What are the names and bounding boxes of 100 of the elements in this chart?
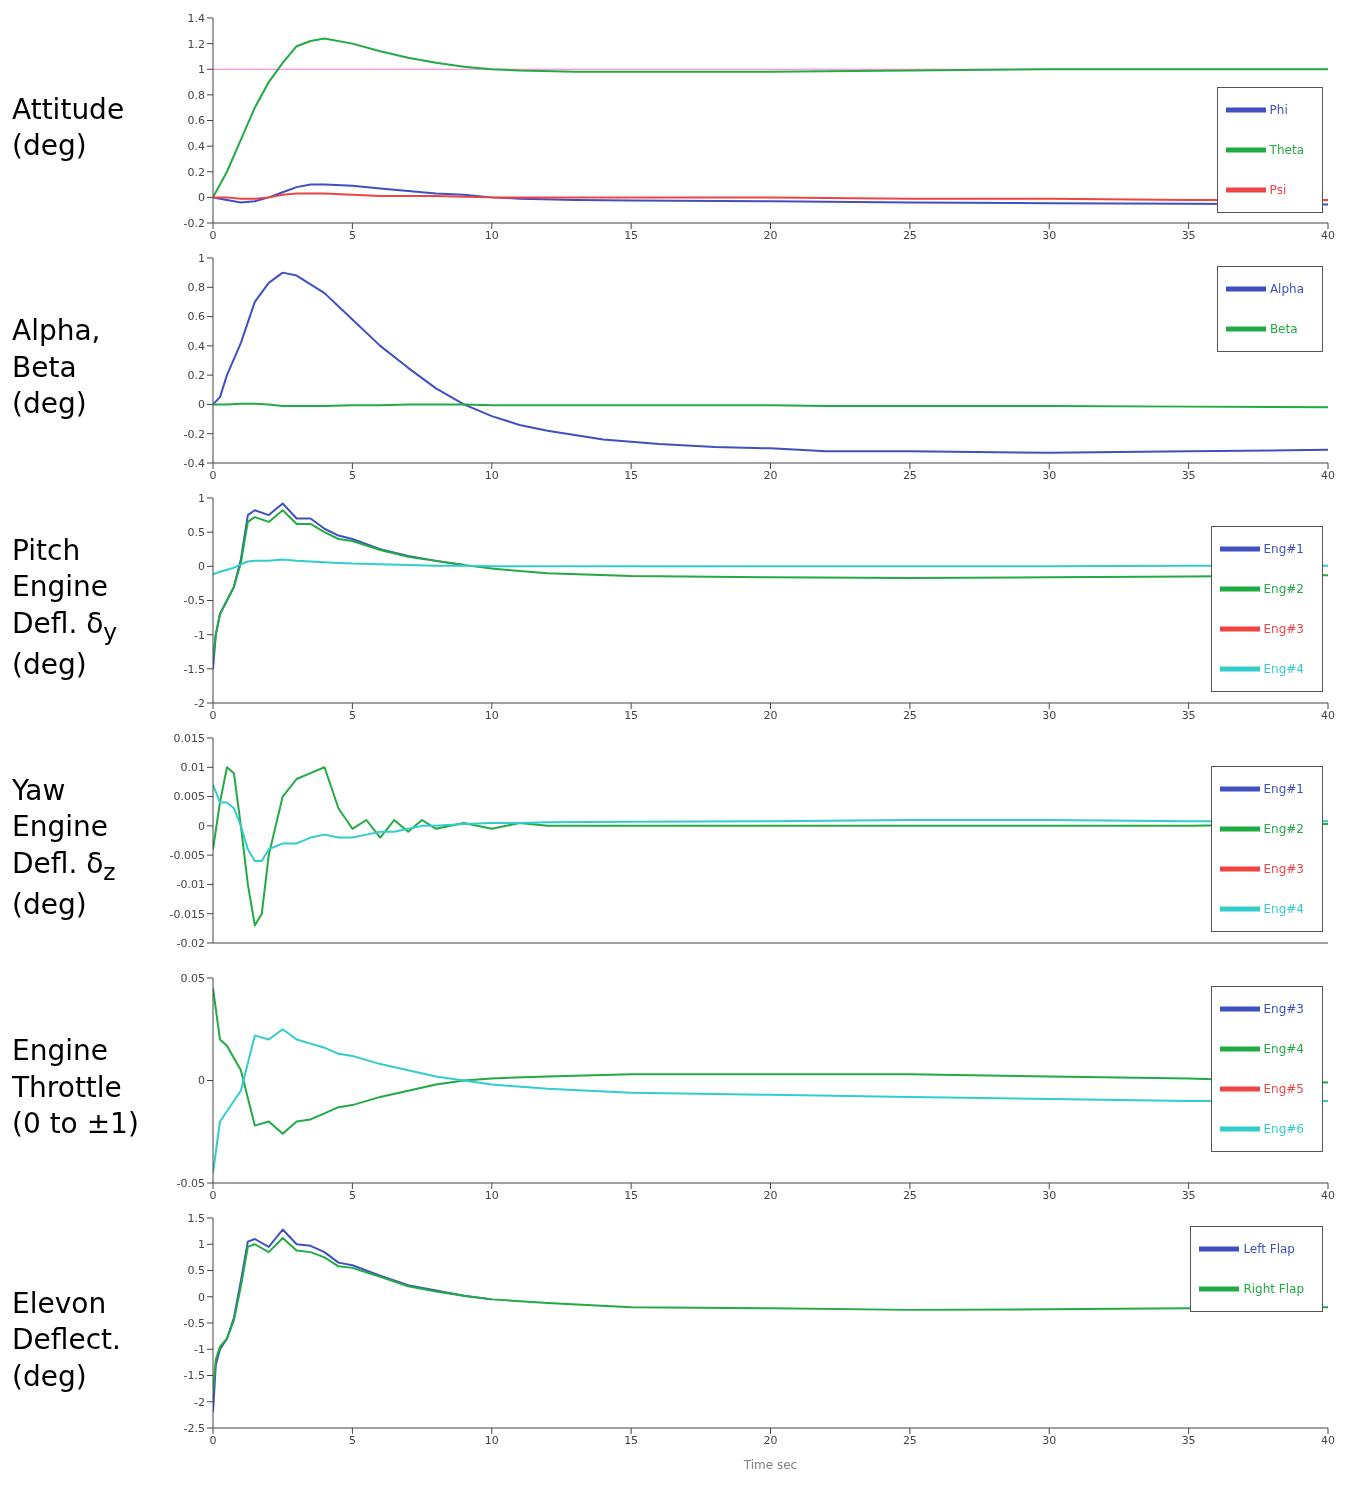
y-axis-title: Engine Throttle (0 to ±1): [11, 1033, 140, 1143]
x-tick-label: 40: [1321, 1433, 1335, 1447]
x-tick-label: 15: [624, 708, 639, 722]
x-tick-label: 30: [1042, 468, 1057, 482]
legend-label: Eng#1: [1263, 781, 1304, 796]
x-tick-label: 25: [902, 1188, 917, 1202]
y-axis-title: Attitude (deg): [11, 91, 126, 164]
x-tick-label: 40: [1321, 468, 1335, 482]
x-tick-label: 15: [624, 1433, 639, 1447]
y-tick-label: -2: [194, 1395, 205, 1409]
x-tick-label: 15: [624, 468, 639, 482]
legend-label: Eng#4: [1263, 1041, 1304, 1056]
legend-label: Theta: [1269, 142, 1304, 157]
y-tick-label: 1: [198, 63, 205, 77]
legend-label: Left Flap: [1243, 1241, 1295, 1256]
x-tick-label: 40: [1321, 1188, 1335, 1202]
x-tick-label: 35: [1181, 468, 1196, 482]
y-tick-label: -0.05: [176, 1176, 205, 1190]
x-tick-label: 20: [763, 1188, 778, 1202]
y-tick-label: 0: [198, 560, 205, 574]
legend-label: Phi: [1269, 102, 1288, 117]
x-tick-label: 0: [209, 468, 217, 482]
y-tick-label: 1: [198, 1238, 205, 1252]
y-axis-title: Alpha, Beta (deg): [11, 313, 102, 423]
y-tick-label: 0: [198, 819, 205, 833]
y-axis-title: Elevon Deflect. (deg): [11, 1285, 122, 1395]
x-tick-label: 15: [624, 228, 639, 242]
x-tick-label: 5: [348, 1188, 356, 1202]
line-series: [213, 183, 1328, 206]
x-tick-label: 35: [1181, 1433, 1196, 1447]
x-tick-label: 30: [1042, 708, 1057, 722]
y-tick-label: 0: [198, 398, 205, 412]
line-series: [213, 37, 1328, 199]
legend-label: Eng#4: [1263, 661, 1304, 676]
y-tick-label: 0.4: [187, 339, 205, 353]
x-tick-label: 0: [209, 228, 217, 242]
y-tick-label: -0.4: [183, 456, 205, 470]
y-tick-label: -2.5: [183, 1421, 205, 1435]
y-tick-label: 1.5: [187, 1211, 205, 1225]
x-tick-label: 10: [484, 708, 499, 722]
y-axis-title: Yaw Engine Defl. δ$_{z}$ (deg): [11, 772, 117, 923]
x-tick-label: 10: [484, 228, 499, 242]
legend-label: Right Flap: [1243, 1281, 1304, 1296]
y-tick-label: 1: [198, 491, 205, 505]
line-series: [213, 766, 1328, 927]
legend-label: Beta: [1269, 321, 1298, 336]
legend-label: Psi: [1269, 182, 1287, 197]
y-tick-label: 0.005: [173, 790, 205, 804]
x-tick-label: 30: [1042, 228, 1057, 242]
y-tick-label: 0.2: [187, 165, 205, 179]
x-tick-label: 25: [902, 228, 917, 242]
legend-label: Eng#3: [1263, 861, 1304, 876]
y-tick-label: -0.2: [183, 216, 205, 230]
legend-label: Eng#4: [1263, 901, 1304, 916]
x-tick-label: 5: [348, 1433, 356, 1447]
y-tick-label: -0.005: [169, 849, 205, 863]
y-tick-label: -0.015: [169, 907, 205, 921]
y-tick-label: 1.2: [187, 37, 205, 51]
y-tick-label: 0.8: [187, 281, 205, 295]
y-tick-label: 0.015: [173, 731, 205, 745]
x-tick-label: 20: [763, 1433, 778, 1447]
x-tick-label: 15: [624, 1188, 639, 1202]
x-tick-label: 35: [1181, 708, 1196, 722]
x-tick-label: 5: [348, 708, 356, 722]
y-tick-label: -2: [194, 696, 205, 710]
y-tick-label: 0: [198, 1074, 205, 1088]
x-tick-label: 0: [209, 708, 217, 722]
y-tick-label: 1: [198, 251, 205, 265]
y-tick-label: -0.5: [183, 594, 205, 608]
x-tick-label: 10: [484, 1188, 499, 1202]
x-tick-label: 20: [763, 228, 778, 242]
x-tick-label: 0: [209, 1433, 217, 1447]
y-tick-label: -1: [194, 628, 205, 642]
y-tick-label: 0.4: [187, 140, 205, 154]
y-tick-label: -0.02: [176, 936, 205, 950]
legend-label: Eng#2: [1263, 821, 1304, 836]
y-tick-label: 0.05: [180, 971, 205, 985]
x-tick-label: 20: [763, 708, 778, 722]
legend-label: Eng#1: [1263, 541, 1304, 556]
x-tick-label: 10: [484, 1433, 499, 1447]
legend-label: Eng#5: [1263, 1081, 1304, 1096]
legend-label: Eng#6: [1263, 1121, 1304, 1136]
line-series: [213, 558, 1328, 576]
legend-label: Eng#3: [1263, 621, 1304, 636]
x-tick-label: 30: [1042, 1433, 1057, 1447]
y-tick-label: -0.5: [183, 1316, 205, 1330]
y-tick-label: 1.4: [187, 11, 205, 25]
y-tick-label: -1.5: [183, 662, 205, 676]
legend-label: Eng#3: [1263, 1001, 1304, 1016]
x-tick-label: 0: [209, 1188, 217, 1202]
x-tick-label: 35: [1181, 1188, 1196, 1202]
legend-label: Eng#2: [1263, 581, 1304, 596]
x-axis-title: Time sec: [742, 1458, 798, 1472]
y-tick-label: 0.01: [180, 761, 205, 775]
y-tick-label: -0.2: [183, 427, 205, 441]
y-tick-label: 0: [198, 1290, 205, 1304]
y-tick-label: 0.5: [187, 526, 205, 540]
x-tick-label: 20: [763, 468, 778, 482]
y-tick-label: 0.6: [187, 310, 205, 324]
y-tick-label: -0.01: [176, 878, 205, 892]
